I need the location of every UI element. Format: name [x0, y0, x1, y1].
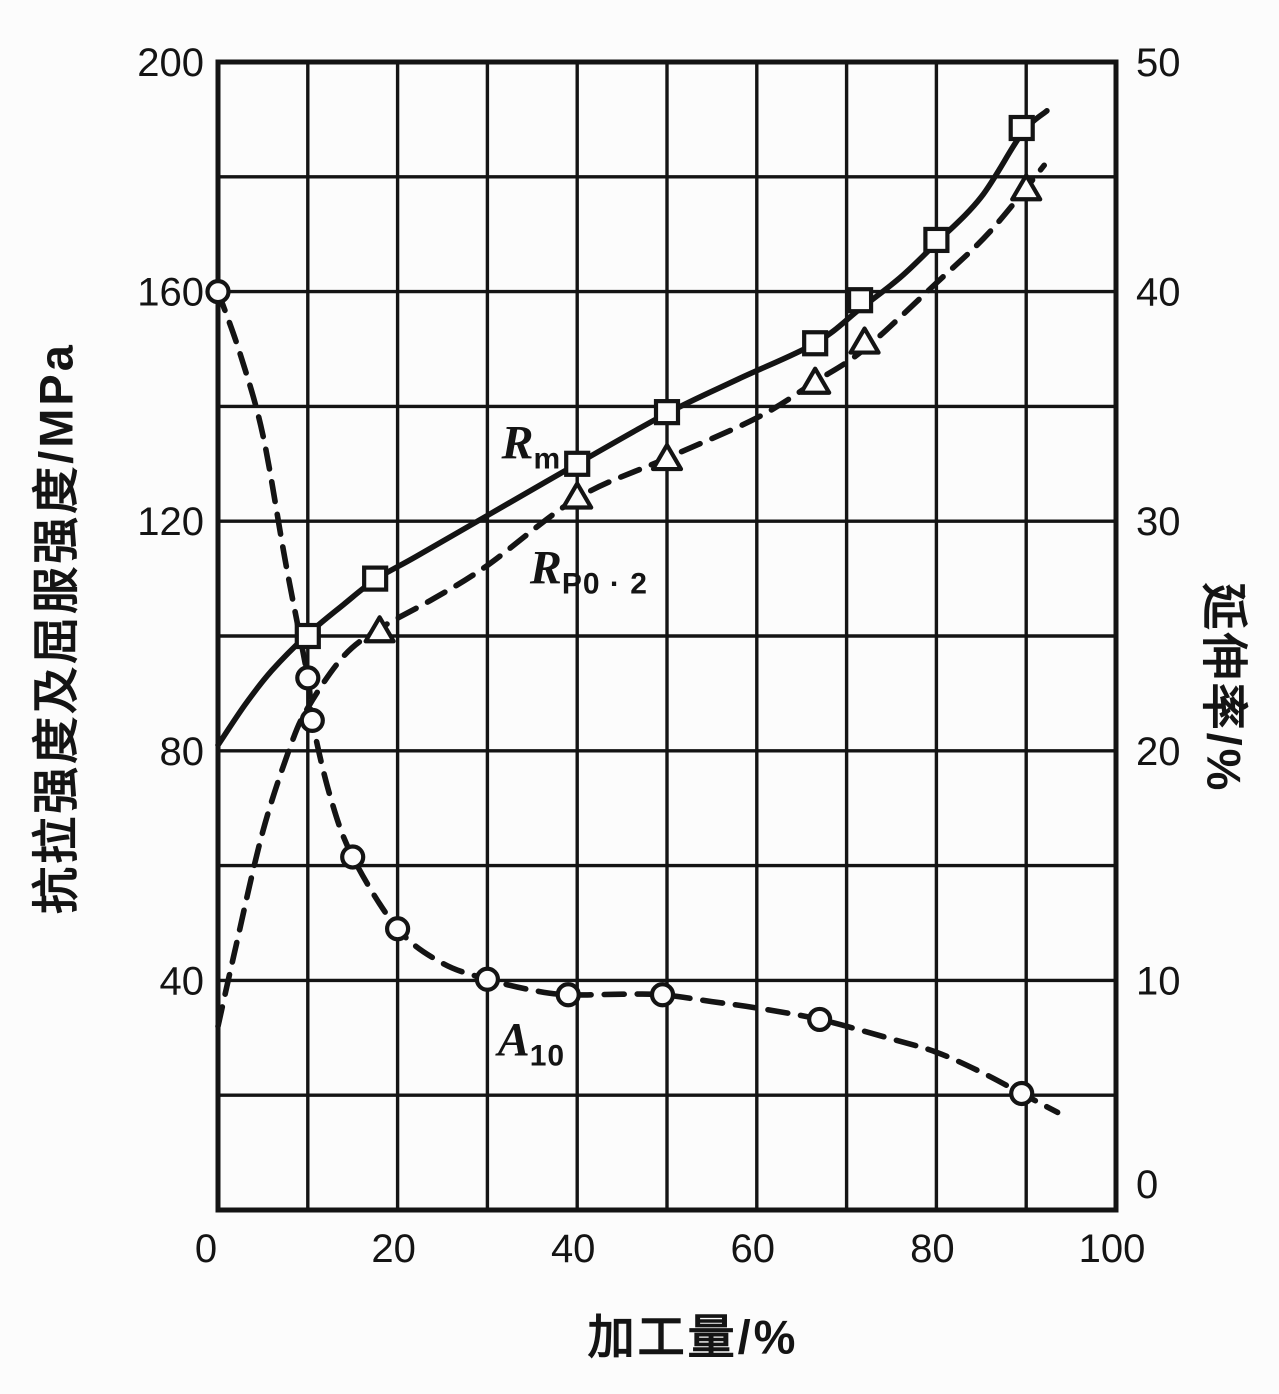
curve-a10	[215, 288, 1061, 1116]
curve-rp02	[215, 162, 1047, 1030]
y-left-tick-label: 120	[137, 500, 204, 544]
marker-circle	[295, 665, 321, 691]
x-tick-label: 20	[371, 1227, 416, 1271]
x-tick-label: 40	[551, 1227, 596, 1271]
marker-square	[294, 622, 321, 650]
marker-square	[923, 226, 950, 254]
curve-label-rp02: RP0 · 2	[530, 541, 648, 602]
y-axis-title-left: 抗拉强度及屈服强度/MPa	[29, 342, 83, 914]
curve-label-a10-main: A	[497, 1013, 530, 1067]
plot-frame	[215, 59, 1119, 1213]
curve-label-a10: A10	[498, 1012, 565, 1073]
curve-label-rp02-main: R	[529, 541, 562, 595]
marker-square	[802, 330, 829, 357]
y-left-tick-label: 200	[137, 41, 204, 85]
marker-square	[846, 287, 874, 314]
marker-square	[362, 565, 389, 592]
marker-triangle	[561, 481, 594, 510]
marker-square	[1008, 114, 1035, 142]
curve-rm	[215, 108, 1050, 748]
marker-triangle	[650, 442, 684, 472]
x-tick-label: 60	[731, 1227, 776, 1271]
marker-circle	[807, 1006, 833, 1033]
marker-circle	[649, 982, 676, 1008]
x-tick-label: 0	[195, 1227, 217, 1271]
curve-label-a10-sub: 10	[529, 1039, 566, 1073]
y-left-tick-label: 40	[160, 959, 205, 1003]
y-right-tick-label: 40	[1136, 271, 1181, 315]
y-right-tick-label: 20	[1136, 730, 1181, 774]
marker-triangle	[1010, 173, 1043, 202]
x-axis-title: 加工量/%	[587, 1310, 799, 1364]
y-left-tick-label: 160	[137, 271, 204, 315]
marker-circle	[299, 707, 325, 733]
curve-label-rm: Rm	[502, 416, 562, 477]
marker-square	[653, 399, 681, 426]
y-right-tick-label: 10	[1136, 959, 1181, 1003]
marker-triangle	[848, 326, 881, 355]
marker-triangle	[799, 366, 832, 395]
marker-circle	[555, 982, 581, 1008]
x-tick-label: 80	[910, 1227, 955, 1271]
curve-label-rm-main: R	[501, 416, 534, 470]
y-axis-title-right: 延伸率/%	[1197, 582, 1251, 794]
y-right-tick-label: 30	[1136, 500, 1181, 544]
y-left-tick-label: 80	[160, 730, 205, 774]
marker-circle	[340, 844, 366, 870]
marker-circle	[474, 966, 500, 992]
y-right-tick-label: 0	[1136, 1163, 1158, 1207]
marker-circle	[205, 279, 231, 305]
x-tick-label: 100	[1079, 1227, 1146, 1271]
marker-square	[564, 450, 591, 477]
curve-label-rm-sub: m	[533, 442, 562, 476]
y-right-tick-label: 50	[1136, 41, 1181, 85]
marker-circle	[1009, 1080, 1035, 1107]
marker-circle	[385, 916, 411, 942]
marker-triangle	[363, 615, 396, 644]
curve-label-rp02-sub: P0 · 2	[561, 567, 648, 601]
